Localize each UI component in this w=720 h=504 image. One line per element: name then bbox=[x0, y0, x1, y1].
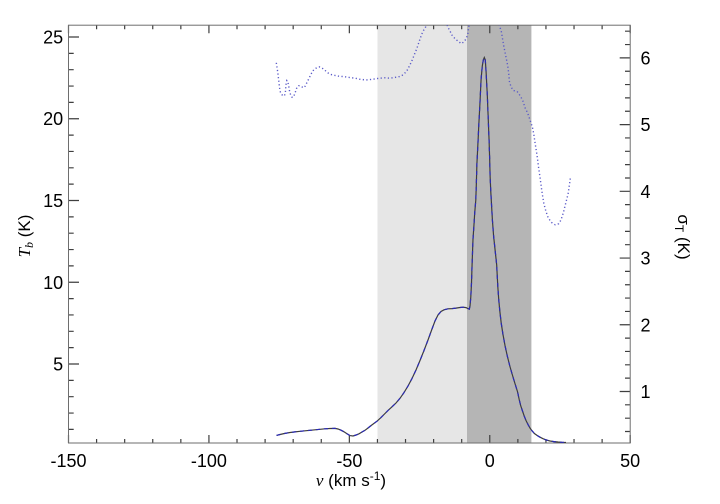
svg-text:σT (K): σT (K) bbox=[672, 214, 693, 259]
svg-text:-100: -100 bbox=[191, 451, 227, 471]
svg-text:20: 20 bbox=[43, 109, 63, 129]
svg-text:4: 4 bbox=[641, 182, 651, 202]
svg-text:5: 5 bbox=[641, 115, 651, 135]
svg-text:6: 6 bbox=[641, 48, 651, 68]
svg-text:-50: -50 bbox=[336, 451, 362, 471]
svg-text:25: 25 bbox=[43, 28, 63, 48]
svg-text:Tb (K): Tb (K) bbox=[15, 215, 36, 258]
svg-text:-150: -150 bbox=[50, 451, 86, 471]
svg-text:10: 10 bbox=[43, 273, 63, 293]
svg-text:3: 3 bbox=[641, 249, 651, 269]
svg-text:50: 50 bbox=[620, 451, 640, 471]
svg-text:1: 1 bbox=[641, 382, 651, 402]
svg-text:v (km s-1): v (km s-1) bbox=[316, 469, 386, 490]
svg-text:5: 5 bbox=[53, 355, 63, 375]
svg-text:0: 0 bbox=[485, 451, 495, 471]
svg-text:15: 15 bbox=[43, 191, 63, 211]
svg-text:2: 2 bbox=[641, 315, 651, 335]
